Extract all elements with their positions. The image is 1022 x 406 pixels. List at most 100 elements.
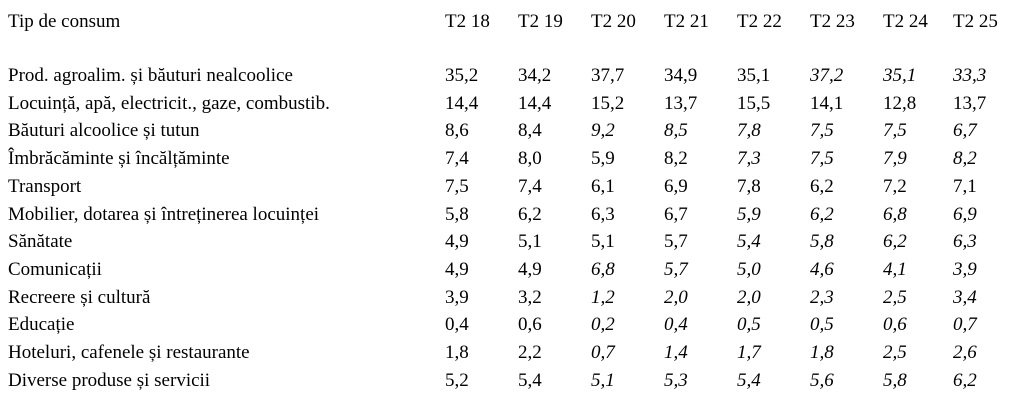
table-cell: 33,3 (953, 65, 987, 86)
table-cell: 5,8 (810, 231, 834, 253)
row-label: Educație (8, 314, 75, 336)
table-cell: 3,2 (518, 286, 542, 308)
table-cell: 5,9 (591, 148, 615, 170)
table-cell: 5,7 (664, 231, 688, 253)
column-header: T2 21 (664, 11, 709, 32)
table-cell: 6,1 (591, 175, 615, 197)
table-cell: 6,9 (953, 203, 977, 225)
table-cell: 8,2 (953, 148, 977, 170)
table-cell: 3,9 (953, 258, 977, 280)
table-cell: 2,6 (953, 342, 977, 363)
table-cell: 34,2 (518, 65, 552, 86)
table-cell: 5,4 (737, 231, 761, 253)
table-cell: 6,7 (664, 203, 688, 225)
table-cell: 5,7 (664, 258, 688, 280)
table-cell: 8,4 (518, 120, 542, 142)
table-cell: 0,4 (445, 314, 469, 336)
table-cell: 5,1 (591, 231, 615, 253)
row-label: Prod. agroalim. și băuturi nealcoolice (8, 65, 293, 86)
table-cell: 1,8 (810, 342, 834, 363)
row-label: Sănătate (8, 231, 73, 253)
table-cell: 35,1 (737, 65, 771, 86)
table-cell: 35,1 (883, 65, 917, 86)
table-cell: 0,4 (664, 314, 688, 336)
table-cell: 15,5 (737, 92, 771, 114)
table-cell: 5,8 (883, 369, 907, 391)
table-cell: 35,2 (445, 65, 479, 86)
table-cell: 0,6 (518, 314, 542, 336)
table-cell: 0,7 (953, 314, 977, 336)
table-cell: 9,2 (591, 120, 615, 142)
table-cell: 6,2 (953, 369, 977, 391)
table-cell: 4,9 (445, 231, 469, 253)
table-cell: 6,3 (591, 203, 615, 225)
table-cell: 4,1 (883, 258, 907, 280)
row-label: Recreere și cultură (8, 286, 151, 308)
column-header: T2 25 (953, 11, 998, 32)
column-header: T2 23 (810, 11, 855, 32)
table-cell: 7,1 (953, 175, 977, 197)
table-cell: 6,2 (883, 231, 907, 253)
table-cell: 7,3 (737, 148, 761, 170)
table-cell: 0,6 (883, 314, 907, 336)
table-cell: 7,5 (810, 120, 834, 142)
table-cell: 2,2 (518, 342, 542, 363)
table-cell: 3,9 (445, 286, 469, 308)
table-cell: 6,3 (953, 231, 977, 253)
table-cell: 7,4 (445, 148, 469, 170)
table-cell: 7,5 (810, 148, 834, 170)
table-cell: 7,5 (445, 175, 469, 197)
table-cell: 34,9 (664, 65, 698, 86)
table-cell: 8,2 (664, 148, 688, 170)
table-cell: 4,6 (810, 258, 834, 280)
table-cell: 5,2 (445, 369, 469, 391)
table-cell: 8,6 (445, 120, 469, 142)
table-cell: 1,2 (591, 286, 615, 308)
column-header: T2 22 (737, 11, 782, 32)
table-cell: 1,4 (664, 342, 688, 363)
table-cell: 14,4 (445, 92, 479, 114)
table-cell: 0,7 (591, 342, 615, 363)
table-cell: 5,6 (810, 369, 834, 391)
table-cell: 5,3 (664, 369, 688, 391)
column-header: T2 19 (518, 11, 563, 32)
row-label: Diverse produse și servicii (8, 369, 211, 391)
row-label: Îmbrăcăminte și încălțăminte (8, 148, 230, 170)
table-cell: 7,2 (883, 175, 907, 197)
table-cell: 2,3 (810, 286, 834, 308)
table-cell: 6,8 (883, 203, 907, 225)
table-cell: 7,8 (737, 120, 761, 142)
table-cell: 14,4 (518, 92, 552, 114)
table-cell: 2,0 (737, 286, 761, 308)
table-cell: 8,5 (664, 120, 688, 142)
table-cell: 13,7 (664, 92, 698, 114)
table-cell: 2,5 (883, 342, 907, 363)
table-cell: 5,1 (518, 231, 542, 253)
table-cell: 6,9 (664, 175, 688, 197)
row-label: Transport (8, 175, 82, 197)
row-label: Hoteluri, cafenele și restaurante (8, 342, 250, 363)
table-cell: 3,4 (953, 286, 977, 308)
table-cell: 6,8 (591, 258, 615, 280)
table-cell: 14,1 (810, 92, 844, 114)
table-cell: 6,2 (518, 203, 542, 225)
table-cell: 5,1 (591, 369, 615, 391)
table-cell: 5,4 (737, 369, 761, 391)
table-cell: 8,0 (518, 148, 542, 170)
row-label: Comunicații (8, 258, 102, 280)
table-cell: 5,4 (518, 369, 542, 391)
column-header: T2 18 (445, 11, 490, 32)
table-cell: 13,7 (953, 92, 987, 114)
table-cell: 0,5 (737, 314, 761, 336)
column-header: T2 24 (883, 11, 928, 32)
column-header: T2 20 (591, 11, 636, 32)
table-cell: 0,2 (591, 314, 615, 336)
table-cell: 5,8 (445, 203, 469, 225)
table-cell: 37,7 (591, 65, 625, 86)
table-cell: 7,9 (883, 148, 907, 170)
table-cell: 1,8 (445, 342, 469, 363)
table-cell: 6,2 (810, 203, 834, 225)
table-cell: 2,5 (883, 286, 907, 308)
table-cell: 0,5 (810, 314, 834, 336)
table-cell: 37,2 (810, 65, 844, 86)
